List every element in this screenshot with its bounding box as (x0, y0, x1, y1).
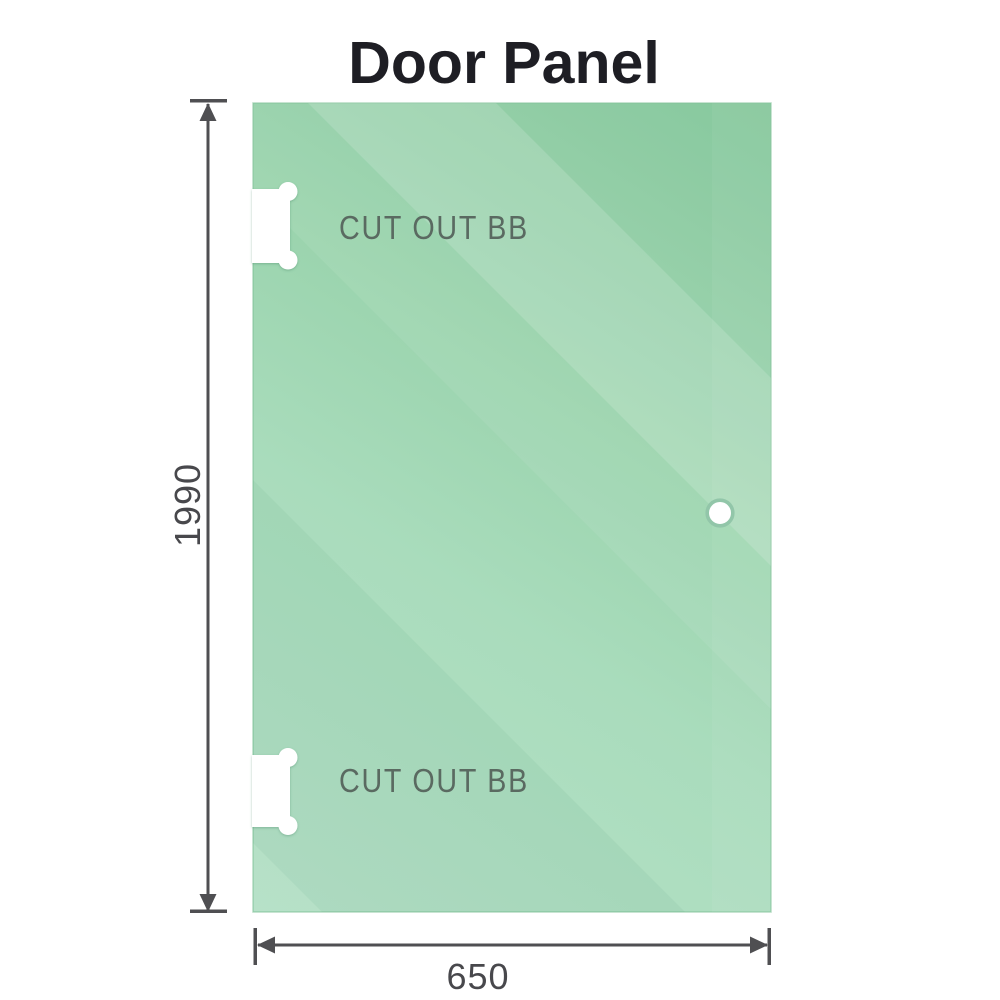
arrowhead-up-icon (199, 103, 217, 121)
width-dimension-tick-left (253, 928, 257, 965)
hinge-cutout-top (252, 182, 298, 270)
hinge-cutout-knob (278, 816, 298, 835)
hinge-cutout-rect (252, 189, 290, 263)
glass-panel-surface (252, 102, 772, 913)
glass-reflections (253, 103, 771, 912)
arrowhead-right-icon (750, 936, 768, 954)
hinge-cutout-knob (278, 748, 298, 767)
height-dimension: 1990 (167, 99, 227, 913)
hinge-cutout-bottom (252, 748, 298, 835)
page-title: Door Panel (348, 30, 659, 96)
width-dimension-label: 650 (446, 956, 509, 997)
width-dimension-tick-right (767, 928, 771, 965)
height-dimension-label: 1990 (167, 463, 208, 547)
cutout-label-top: CUT OUT BB (339, 209, 529, 246)
glass-shade-band (253, 480, 685, 912)
height-dimension-cap-top (190, 99, 227, 103)
cutout-label-bottom: CUT OUT BB (339, 762, 529, 799)
height-dimension-cap-bottom (190, 909, 227, 913)
hinge-cutout-rect (252, 755, 290, 827)
glass-panel: CUT OUT BB CUT OUT BB (252, 102, 772, 913)
arrowhead-left-icon (257, 936, 275, 954)
hinge-cutout-knob (278, 250, 298, 270)
handle-hole (705, 498, 735, 528)
width-dimension: 650 (253, 928, 771, 997)
hinge-cutout-knob (278, 182, 298, 201)
glass-reflection-band (308, 103, 771, 566)
arrowhead-down-icon (199, 894, 217, 912)
glass-reflection-band (253, 103, 771, 709)
